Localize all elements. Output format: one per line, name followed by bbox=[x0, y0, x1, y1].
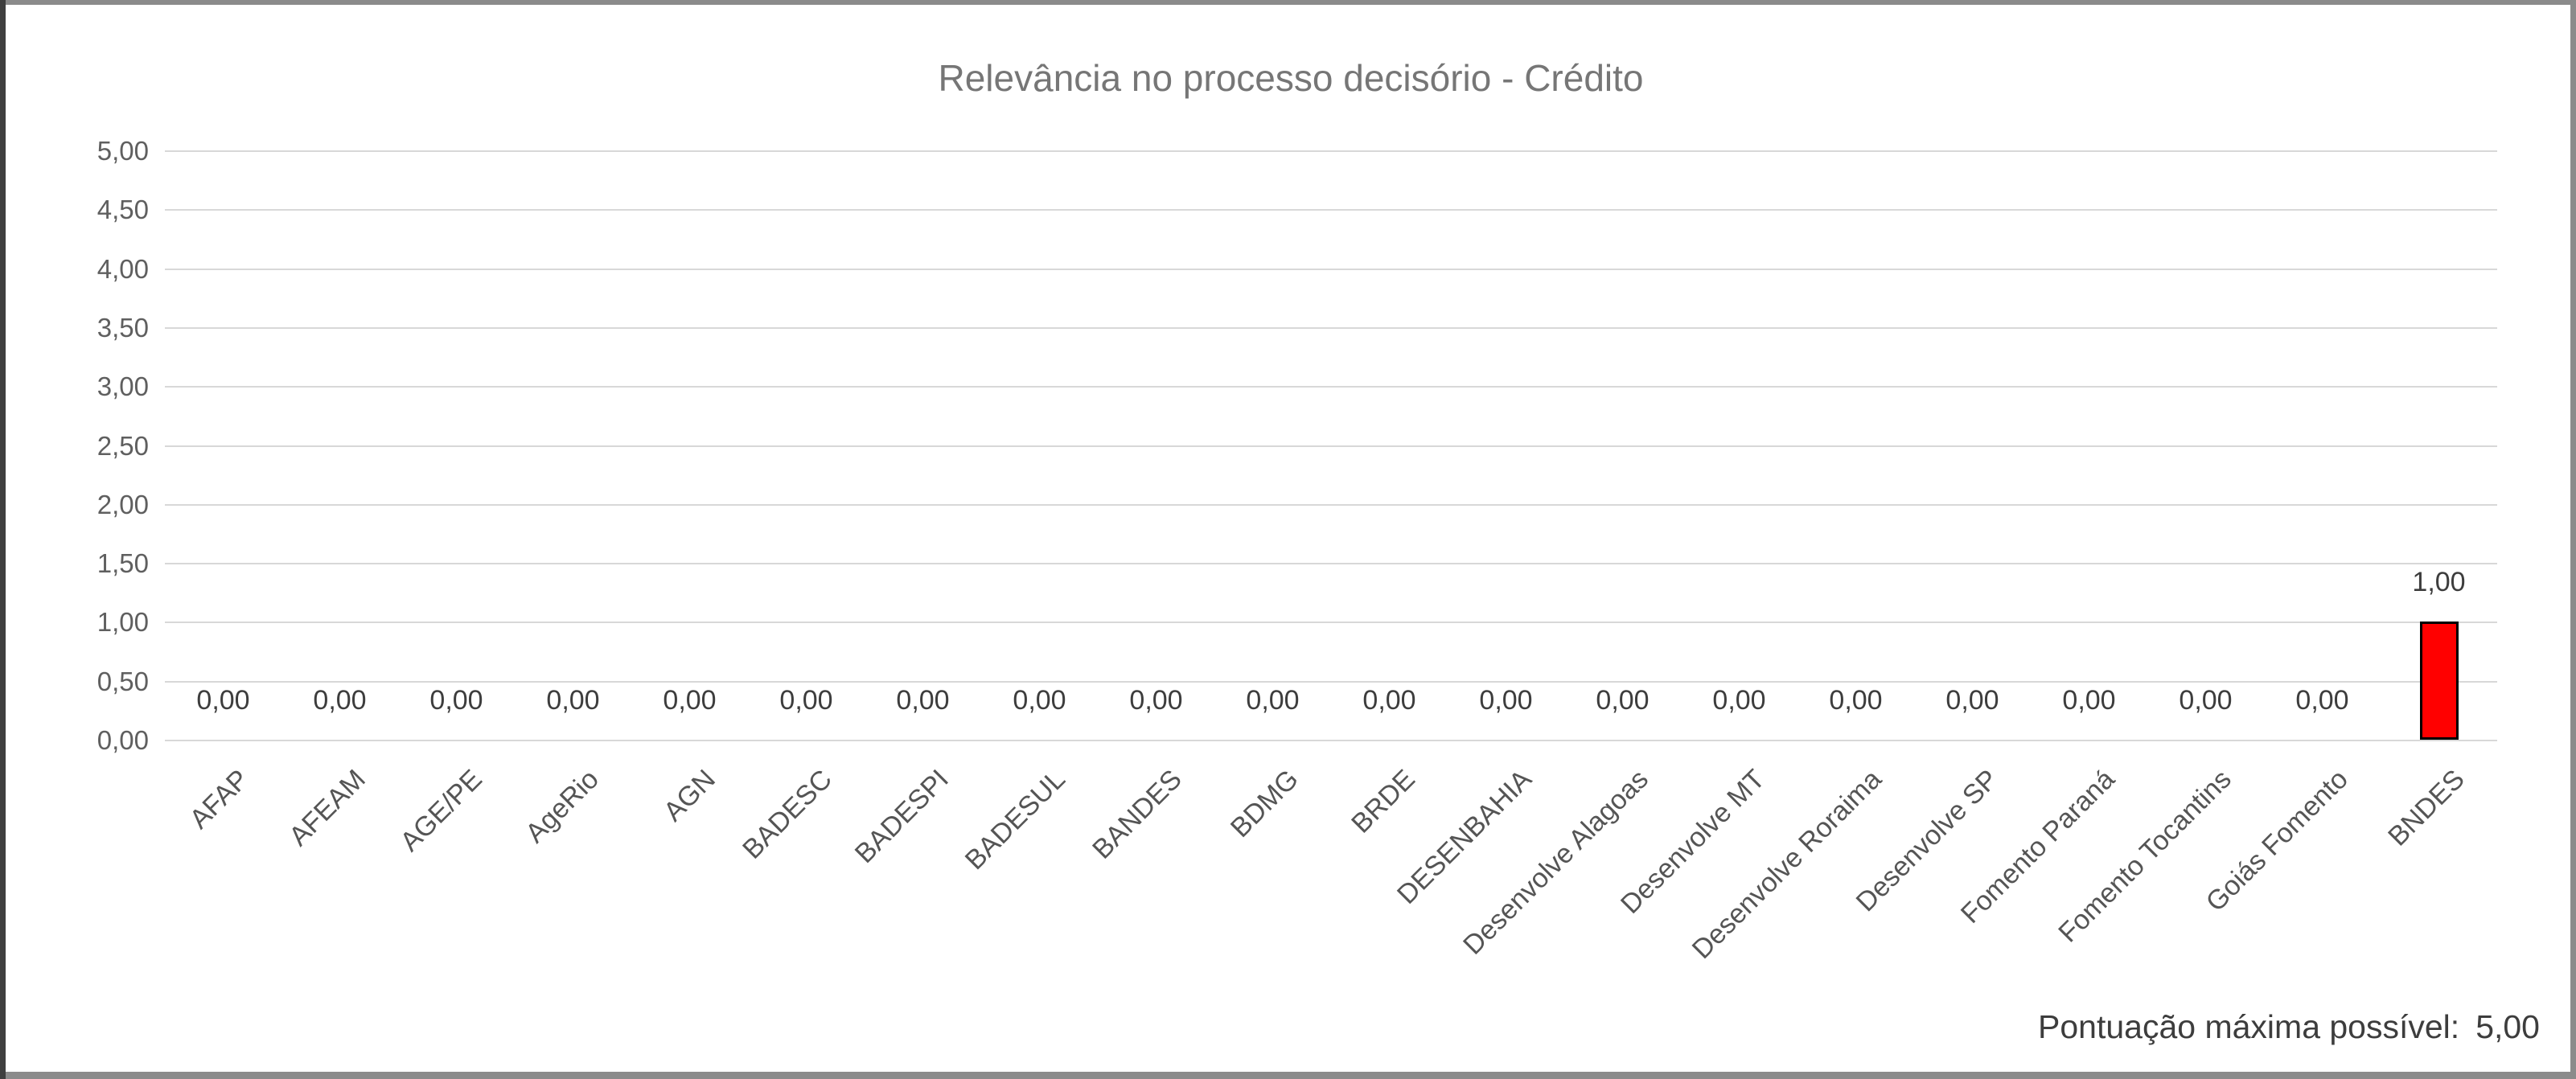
data-label: 0,00 bbox=[1362, 685, 1416, 716]
bar-bndes bbox=[2420, 622, 2459, 740]
x-axis-tick-label: AFAP bbox=[183, 764, 255, 835]
x-axis-tick-label: BRDE bbox=[1346, 764, 1421, 839]
y-gridline bbox=[165, 269, 2497, 270]
x-axis-tick-label: BDMG bbox=[1224, 764, 1304, 843]
y-axis-tick-label: 0,50 bbox=[97, 667, 149, 696]
data-label: 0,00 bbox=[896, 685, 950, 716]
x-axis-tick-label: AgeRio bbox=[520, 764, 605, 849]
x-axis-tick-label: BADESUL bbox=[959, 764, 1071, 876]
data-label: 0,00 bbox=[546, 685, 600, 716]
y-gridline bbox=[165, 386, 2497, 388]
y-gridline bbox=[165, 681, 2497, 683]
y-axis-tick-label: 3,50 bbox=[97, 313, 149, 343]
y-gridline bbox=[165, 150, 2497, 152]
y-axis-tick-label: 1,00 bbox=[97, 607, 149, 637]
data-label: 0,00 bbox=[429, 685, 483, 716]
data-label: 0,00 bbox=[1945, 685, 1999, 716]
data-label: 0,00 bbox=[779, 685, 833, 716]
y-gridline bbox=[165, 622, 2497, 623]
data-label: 0,00 bbox=[196, 685, 250, 716]
y-axis-tick-label: 4,00 bbox=[97, 254, 149, 284]
y-gridline bbox=[165, 504, 2497, 506]
x-axis-tick-label: BNDES bbox=[2382, 764, 2471, 852]
data-label: 1,00 bbox=[2412, 567, 2466, 597]
y-axis-tick-label: 4,50 bbox=[97, 195, 149, 224]
data-label: 0,00 bbox=[1596, 685, 1650, 716]
data-label: 0,00 bbox=[1829, 685, 1883, 716]
data-label: 0,00 bbox=[1013, 685, 1066, 716]
data-label: 0,00 bbox=[313, 685, 367, 716]
y-axis-tick-label: 0,00 bbox=[97, 725, 149, 755]
x-axis-tick-label: BADESC bbox=[737, 764, 838, 865]
data-label: 0,00 bbox=[663, 685, 717, 716]
chart-title: Relevância no processo decisório - Crédi… bbox=[938, 57, 1644, 99]
y-axis-tick-label: 2,50 bbox=[97, 431, 149, 461]
y-gridline bbox=[165, 563, 2497, 564]
data-label: 0,00 bbox=[1129, 685, 1183, 716]
x-axis-tick-label: Desenvolve Roraima bbox=[1686, 764, 1888, 966]
data-label: 0,00 bbox=[2179, 685, 2233, 716]
max-score-label: Pontuação máxima possível: bbox=[2038, 1008, 2460, 1045]
y-gridline bbox=[165, 740, 2497, 741]
data-label: 0,00 bbox=[1712, 685, 1766, 716]
x-axis-tick-label: BADESPI bbox=[848, 764, 955, 870]
y-axis-tick-label: 5,00 bbox=[97, 136, 149, 166]
max-score-value: 5,00 bbox=[2475, 1008, 2540, 1045]
x-axis-tick-label: AGN bbox=[657, 764, 721, 827]
window-border-left bbox=[0, 0, 6, 1079]
y-gridline bbox=[165, 209, 2497, 211]
data-label: 0,00 bbox=[2295, 685, 2349, 716]
y-axis-tick-label: 2,00 bbox=[97, 490, 149, 519]
x-axis-tick-label: AFEAM bbox=[283, 764, 372, 852]
y-axis-tick-label: 3,00 bbox=[97, 371, 149, 401]
data-label: 0,00 bbox=[2062, 685, 2116, 716]
window-border-bottom bbox=[0, 1072, 2576, 1079]
data-label: 0,00 bbox=[1479, 685, 1533, 716]
window-border-right bbox=[2570, 0, 2576, 1079]
y-gridline bbox=[165, 445, 2497, 447]
max-score-note: Pontuação máxima possível: 5,00 bbox=[2038, 1003, 2540, 1050]
data-label: 0,00 bbox=[1246, 685, 1300, 716]
y-gridline bbox=[165, 327, 2497, 329]
x-axis-tick-label: AGE/PE bbox=[394, 764, 488, 858]
x-axis-tick-label: BANDES bbox=[1087, 764, 1188, 865]
y-axis-tick-label: 1,50 bbox=[97, 548, 149, 578]
window-border-top bbox=[0, 0, 2576, 5]
